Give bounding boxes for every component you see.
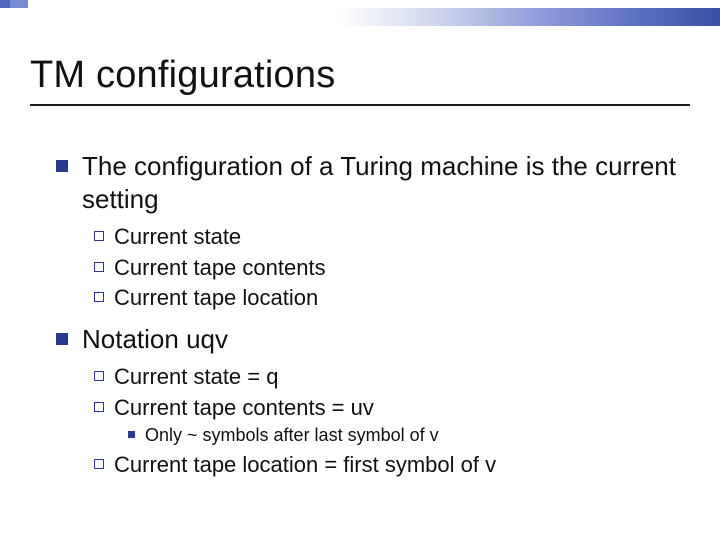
slide-title: TM configurations — [30, 54, 335, 97]
sublist: Current state = q Current tape contents … — [94, 363, 690, 479]
hollow-square-bullet-icon — [94, 402, 104, 412]
bullet-text: Current tape location = first symbol of … — [114, 451, 496, 480]
bullet-level1: The configuration of a Turing machine is… — [56, 150, 690, 215]
filled-square-bullet-icon — [56, 333, 68, 345]
corner-square-icon — [10, 0, 28, 8]
hollow-square-bullet-icon — [94, 231, 104, 241]
bullet-text: Current tape contents — [114, 254, 326, 283]
bullet-text: Current tape location — [114, 284, 318, 313]
hollow-square-bullet-icon — [94, 262, 104, 272]
slide-header-decoration — [0, 0, 720, 34]
bullet-level2: Current tape location = first symbol of … — [94, 451, 690, 480]
bullet-text: Only ~ symbols after last symbol of v — [145, 424, 439, 447]
title-underline — [30, 104, 690, 106]
bullet-text: Current state = q — [114, 363, 278, 392]
bullet-level2: Current state — [94, 223, 690, 252]
bullet-level1: Notation uqv — [56, 323, 690, 356]
bullet-text: The configuration of a Turing machine is… — [82, 150, 690, 215]
bullet-text: Notation uqv — [82, 323, 228, 356]
sub-sublist: Only ~ symbols after last symbol of v — [128, 424, 690, 447]
bullet-level2: Current tape contents — [94, 254, 690, 283]
slide: TM configurations The configuration of a… — [0, 0, 720, 540]
bullet-text: Current state — [114, 223, 241, 252]
bullet-level3: Only ~ symbols after last symbol of v — [128, 424, 690, 447]
bullet-text: Current tape contents = uv — [114, 394, 374, 423]
hollow-square-bullet-icon — [94, 292, 104, 302]
corner-squares — [0, 0, 28, 8]
small-filled-square-bullet-icon — [128, 431, 135, 438]
sublist: Current state Current tape contents Curr… — [94, 223, 690, 313]
slide-body: The configuration of a Turing machine is… — [56, 150, 690, 490]
bullet-level2: Current tape contents = uv — [94, 394, 690, 423]
filled-square-bullet-icon — [56, 160, 68, 172]
bullet-level2: Current state = q — [94, 363, 690, 392]
hollow-square-bullet-icon — [94, 371, 104, 381]
bullet-level2: Current tape location — [94, 284, 690, 313]
header-gradient-bar — [340, 8, 720, 26]
hollow-square-bullet-icon — [94, 459, 104, 469]
